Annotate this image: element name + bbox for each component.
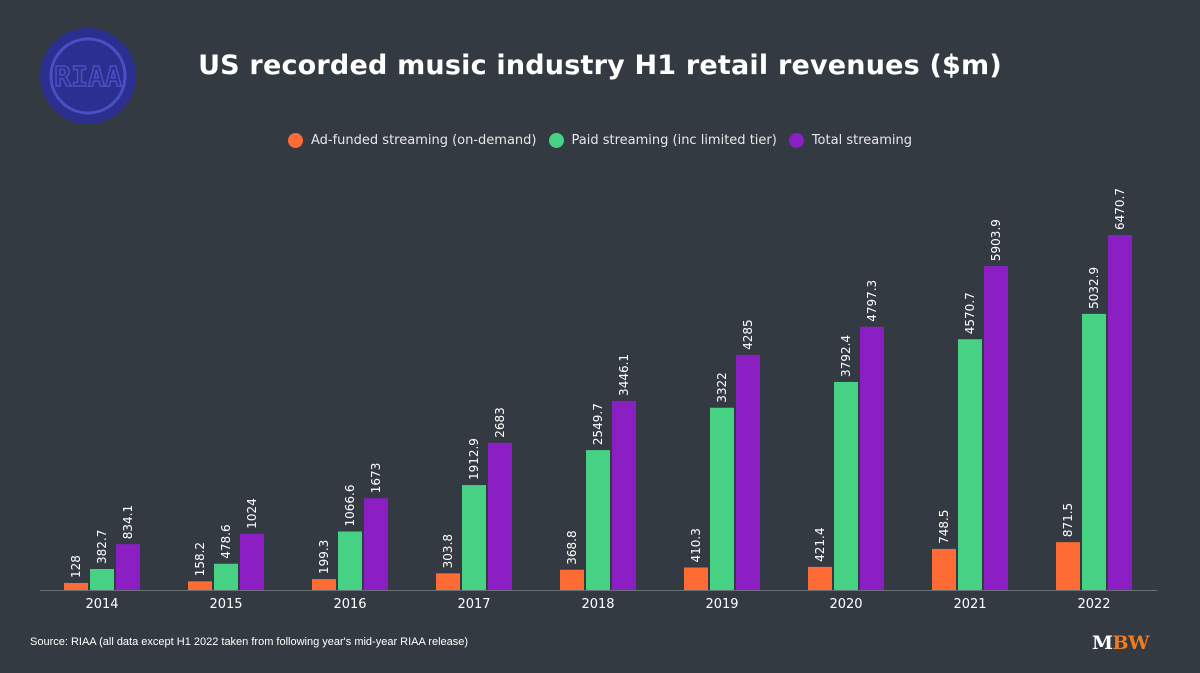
x-tick-label-2014: 2014 <box>85 597 118 612</box>
x-tick-label-2019: 2019 <box>705 597 738 612</box>
bar-2015-series-1 <box>214 563 238 590</box>
data-label-2022-series-1: 5032.9 <box>1087 267 1101 309</box>
mbw-logo-bw: BW <box>1112 632 1150 654</box>
bar-2017-series-1 <box>462 485 486 590</box>
data-label-2021-series-1: 4570.7 <box>963 292 977 334</box>
data-label-2019-series-0: 410.3 <box>689 528 703 562</box>
legend-swatch-total <box>788 133 804 148</box>
bar-2017-series-0 <box>436 573 460 590</box>
legend-item-ad-funded: Ad-funded streaming (on-demand) <box>288 133 537 148</box>
data-label-2021-series-0: 748.5 <box>937 510 951 544</box>
data-label-2022-series-2: 6470.7 <box>1113 188 1127 230</box>
data-label-2021-series-2: 5903.9 <box>989 219 1003 261</box>
bar-2020-series-2 <box>860 326 884 590</box>
data-label-2015-series-2: 1024 <box>245 498 259 529</box>
bar-2017-series-2 <box>488 442 512 590</box>
bar-2019-series-1 <box>710 407 734 590</box>
bar-2015-series-2 <box>240 533 264 590</box>
bar-2021-series-0 <box>932 548 956 590</box>
bar-2018-series-2 <box>612 400 636 590</box>
bar-2019-series-0 <box>684 567 708 590</box>
data-label-2017-series-0: 303.8 <box>441 534 455 568</box>
data-label-2017-series-1: 1912.9 <box>467 438 481 480</box>
data-label-2014-series-1: 382.7 <box>95 530 109 564</box>
bar-2022-series-1 <box>1082 313 1106 590</box>
data-label-2015-series-1: 478.6 <box>219 524 233 558</box>
data-label-2014-series-0: 128 <box>69 555 83 578</box>
data-label-2015-series-0: 158.2 <box>193 542 207 576</box>
x-tick-label-2018: 2018 <box>581 597 614 612</box>
bar-2020-series-0 <box>808 566 832 590</box>
svg-text:RIAA: RIAA <box>54 60 122 93</box>
bar-2021-series-1 <box>958 339 982 590</box>
x-tick-label-2015: 2015 <box>209 597 242 612</box>
legend-swatch-ad-funded <box>288 133 303 148</box>
mbw-logo: MBW <box>1092 632 1149 654</box>
x-tick-label-2017: 2017 <box>457 597 490 612</box>
data-label-2017-series-2: 2683 <box>493 407 507 438</box>
bar-2014-series-2 <box>116 544 140 590</box>
x-tick-label-2022: 2022 <box>1077 597 1110 612</box>
legend-item-paid: Paid streaming (inc limited tier) <box>548 133 777 148</box>
data-label-2019-series-1: 3322 <box>715 372 729 403</box>
bar-2021-series-2 <box>984 266 1008 590</box>
chart-legend: Ad-funded streaming (on-demand) Paid str… <box>0 133 1200 148</box>
mbw-logo-m: M <box>1092 632 1113 654</box>
x-tick-label-2016: 2016 <box>333 597 366 612</box>
riaa-logo: RIAA <box>40 28 136 124</box>
data-label-2018-series-2: 3446.1 <box>617 354 631 396</box>
x-tick-label-2021: 2021 <box>953 597 986 612</box>
bar-2022-series-2 <box>1108 235 1132 590</box>
bar-2020-series-1 <box>834 381 858 590</box>
data-label-2018-series-1: 2549.7 <box>591 403 605 445</box>
data-label-2019-series-2: 4285 <box>741 319 755 350</box>
bar-2022-series-0 <box>1056 542 1080 590</box>
source-note: Source: RIAA (all data except H1 2022 ta… <box>30 636 469 648</box>
x-tick-label-2020: 2020 <box>829 597 862 612</box>
data-label-2020-series-2: 4797.3 <box>865 280 879 322</box>
legend-label-total: Total streaming <box>811 133 912 148</box>
data-label-2014-series-2: 834.1 <box>121 505 135 539</box>
bar-2018-series-0 <box>560 569 584 590</box>
legend-swatch-paid <box>548 133 564 148</box>
bar-2016-series-0 <box>312 579 336 590</box>
bar-2019-series-2 <box>736 354 760 590</box>
data-label-2020-series-0: 421.4 <box>813 528 827 562</box>
chart-title: US recorded music industry H1 retail rev… <box>198 50 1002 81</box>
data-label-2016-series-2: 1673 <box>369 463 383 494</box>
bar-2014-series-1 <box>90 569 114 590</box>
data-label-2022-series-0: 871.5 <box>1061 503 1075 537</box>
bar-2016-series-2 <box>364 498 388 590</box>
legend-label-paid: Paid streaming (inc limited tier) <box>571 133 777 148</box>
data-label-2016-series-0: 199.3 <box>317 540 331 574</box>
bar-2014-series-0 <box>64 582 88 590</box>
data-label-2016-series-1: 1066.6 <box>343 484 357 526</box>
bar-2015-series-0 <box>188 581 212 590</box>
data-label-2018-series-0: 368.8 <box>565 530 579 564</box>
data-label-2020-series-1: 3792.4 <box>839 335 853 377</box>
legend-label-ad-funded: Ad-funded streaming (on-demand) <box>311 133 537 148</box>
bar-2016-series-1 <box>338 531 362 590</box>
bar-2018-series-1 <box>586 450 610 590</box>
legend-item-total: Total streaming <box>788 133 912 148</box>
